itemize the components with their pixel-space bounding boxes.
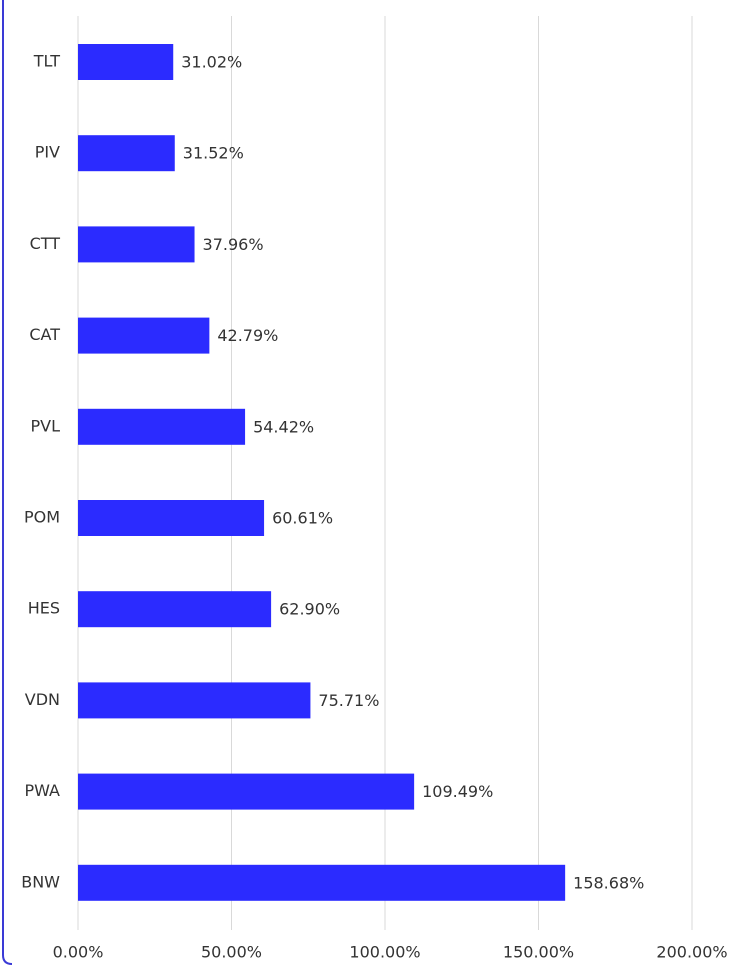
- value-label: 42.79%: [217, 326, 278, 345]
- bar: [78, 226, 195, 263]
- y-tick-label: CTT: [30, 234, 61, 253]
- y-tick-label: PIV: [35, 143, 60, 162]
- y-tick-label: CAT: [29, 325, 60, 344]
- bar: [78, 682, 311, 719]
- value-label: 62.90%: [279, 600, 340, 619]
- bar: [78, 864, 566, 901]
- bar: [78, 591, 272, 628]
- value-label: 31.02%: [181, 53, 242, 72]
- bar: [78, 44, 174, 80]
- value-label: 54.42%: [253, 417, 314, 436]
- y-tick-label: TLT: [33, 52, 60, 71]
- value-label: 37.96%: [203, 235, 264, 254]
- x-tick-label: 50.00%: [201, 943, 262, 962]
- value-label: 31.52%: [183, 144, 244, 163]
- y-tick-label: PVL: [30, 416, 60, 435]
- y-tick-label: VDN: [25, 690, 60, 709]
- y-tick-label: BNW: [21, 872, 60, 891]
- y-tick-label: PWA: [24, 781, 60, 800]
- bar: [78, 500, 265, 536]
- bar: [78, 135, 175, 172]
- x-tick-label: 0.00%: [53, 943, 104, 962]
- bar: [78, 773, 415, 810]
- y-tick-label: POM: [24, 508, 60, 527]
- value-label: 109.49%: [422, 782, 493, 801]
- bar: [78, 408, 246, 445]
- y-tick-label: HES: [28, 599, 60, 618]
- x-tick-label: 150.00%: [503, 943, 574, 962]
- x-tick-label: 200.00%: [656, 943, 727, 962]
- value-label: 75.71%: [318, 691, 379, 710]
- bar: [78, 317, 210, 354]
- value-label: 60.61%: [272, 509, 333, 528]
- x-tick-label: 100.00%: [349, 943, 420, 962]
- value-label: 158.68%: [573, 873, 644, 892]
- card-frame: [2, 0, 13, 965]
